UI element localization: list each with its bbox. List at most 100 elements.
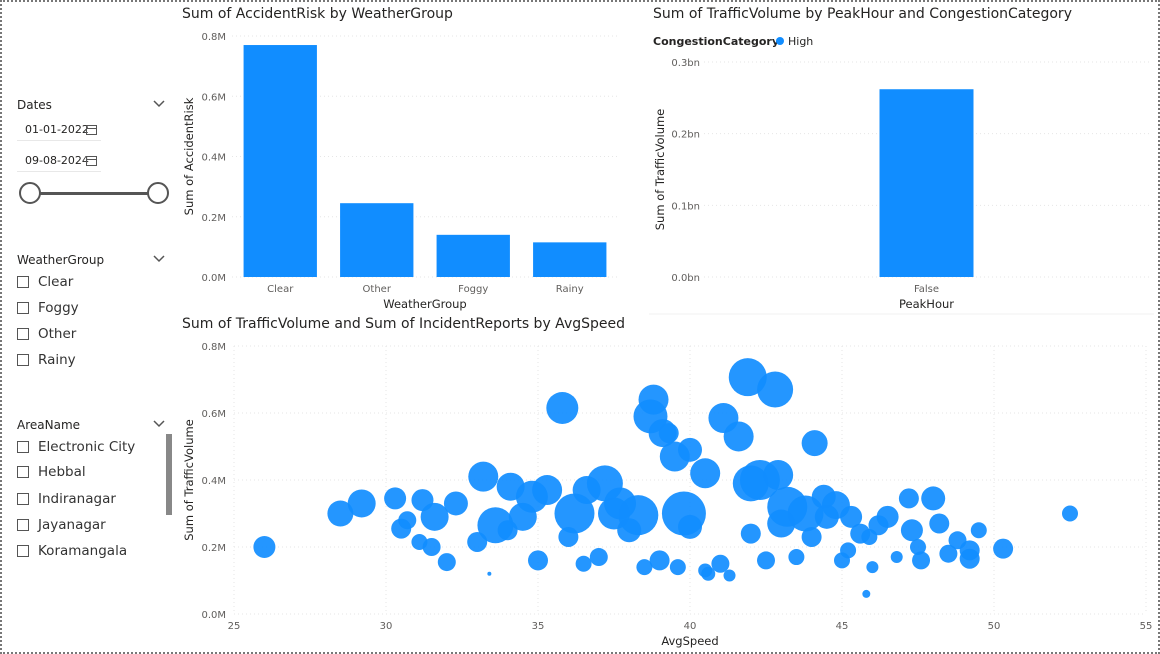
areaname-option-indiranagar[interactable]: Indiranagar [17,489,116,509]
data-point [575,555,592,572]
data-point [787,495,824,532]
checkbox[interactable] [17,354,29,366]
checkbox[interactable] [17,276,29,288]
y-tick-label: 0.2M [201,543,226,554]
date-range-slider-track[interactable] [30,192,158,195]
data-point [532,475,563,506]
weathergroup-option-foggy[interactable]: Foggy [17,298,79,318]
areaname-option-hebbal[interactable]: Hebbal [17,462,86,482]
legend-marker [776,37,784,45]
x-tick-label: False [914,284,939,295]
y-axis-title: Sum of TrafficVolume [182,419,196,541]
data-point [900,519,923,542]
y-tick-label: 0.8M [201,32,226,43]
x-tick-label: 50 [988,621,1001,632]
checkbox[interactable] [17,493,29,505]
data-point [347,489,376,518]
calendar-icon[interactable] [86,125,97,135]
dates-slicer-title: Dates [17,98,52,112]
x-tick-label: 55 [1140,621,1153,632]
option-label: Clear [38,274,74,290]
weathergroup-option-rainy[interactable]: Rainy [17,350,76,370]
x-axis-title: WeatherGroup [383,297,466,311]
data-point [929,513,950,534]
x-tick-label: Other [363,284,392,295]
data-point [468,461,499,492]
data-point [723,569,736,582]
data-point [398,511,417,530]
data-point [327,500,354,527]
weathergroup-option-clear[interactable]: Clear [17,272,73,292]
chevron-down-icon[interactable] [153,420,165,428]
option-label: Foggy [38,300,79,316]
data-point [678,437,702,462]
checkbox[interactable] [17,466,29,478]
data-point [669,559,686,576]
data-point [767,509,796,538]
data-point [384,487,407,510]
areaname-slicer-title: AreaName [17,418,81,432]
bar [879,89,974,277]
y-tick-label: 0.4M [201,153,226,164]
data-point [814,504,839,529]
checkbox[interactable] [17,545,29,557]
option-label: Indiranagar [38,491,116,507]
x-tick-label: Rainy [556,284,584,295]
date-range-start-handle[interactable] [19,182,41,204]
x-axis-title: AvgSpeed [661,634,718,648]
y-tick-label: 0.0bn [671,273,700,284]
checkbox[interactable] [17,519,29,531]
end-date-input[interactable]: 09-08-2024 [17,150,101,172]
data-point [558,526,579,547]
calendar-icon[interactable] [86,156,97,166]
bar [243,45,317,277]
start-date-input[interactable]: 01-01-2022 [17,119,101,141]
data-point [443,491,468,516]
checkbox[interactable] [17,441,29,453]
data-point [678,514,702,539]
x-tick-label: 40 [684,621,697,632]
areaname-option-electronic-city[interactable]: Electronic City [17,437,135,457]
data-point [959,548,980,569]
data-point [598,497,630,530]
date-range-end-handle[interactable] [147,182,169,204]
data-point [701,566,716,581]
data-point [801,526,822,547]
data-point [422,538,441,556]
accident-risk-bar-chart: 0.0M 0.2M 0.4M 0.6M 0.8M Clear Other Foggy Rainy… [182,32,618,311]
data-point [921,486,946,511]
areaname-scrollbar[interactable] [166,434,172,515]
bar [436,234,510,277]
y-tick-label: 0.3bn [671,58,700,69]
data-point [970,522,987,539]
y-tick-label: 0.0M [201,273,226,284]
x-axis-title: PeakHour [899,297,954,311]
data-point [898,488,919,509]
data-point [690,458,721,489]
option-label: Hebbal [38,464,86,480]
data-point [840,505,863,528]
chevron-down-icon[interactable] [153,100,165,108]
legend-title: CongestionCategory [653,35,779,48]
data-point [757,551,775,570]
data-point [649,550,670,571]
checkbox[interactable] [17,328,29,340]
data-point [420,502,449,531]
data-point [589,548,608,567]
weathergroup-option-other[interactable]: Other [17,324,76,344]
data-point [711,554,730,573]
data-point [757,371,794,408]
checkbox[interactable] [17,302,29,314]
data-point [910,539,926,555]
bar [340,203,414,277]
option-label: Koramangala [38,543,128,559]
traffic-volume-bar-chart: CongestionCategory High 0.0bn 0.1bn 0.2bn 0.3… [649,35,1154,315]
x-tick-label: 30 [380,621,393,632]
data-point [840,542,857,559]
areaname-option-koramangala[interactable]: Koramangala [17,541,127,561]
areaname-option-jayanagar[interactable]: Jayanagar [17,515,106,535]
data-point [763,459,794,490]
data-point [801,430,828,457]
chevron-down-icon[interactable] [153,255,165,263]
